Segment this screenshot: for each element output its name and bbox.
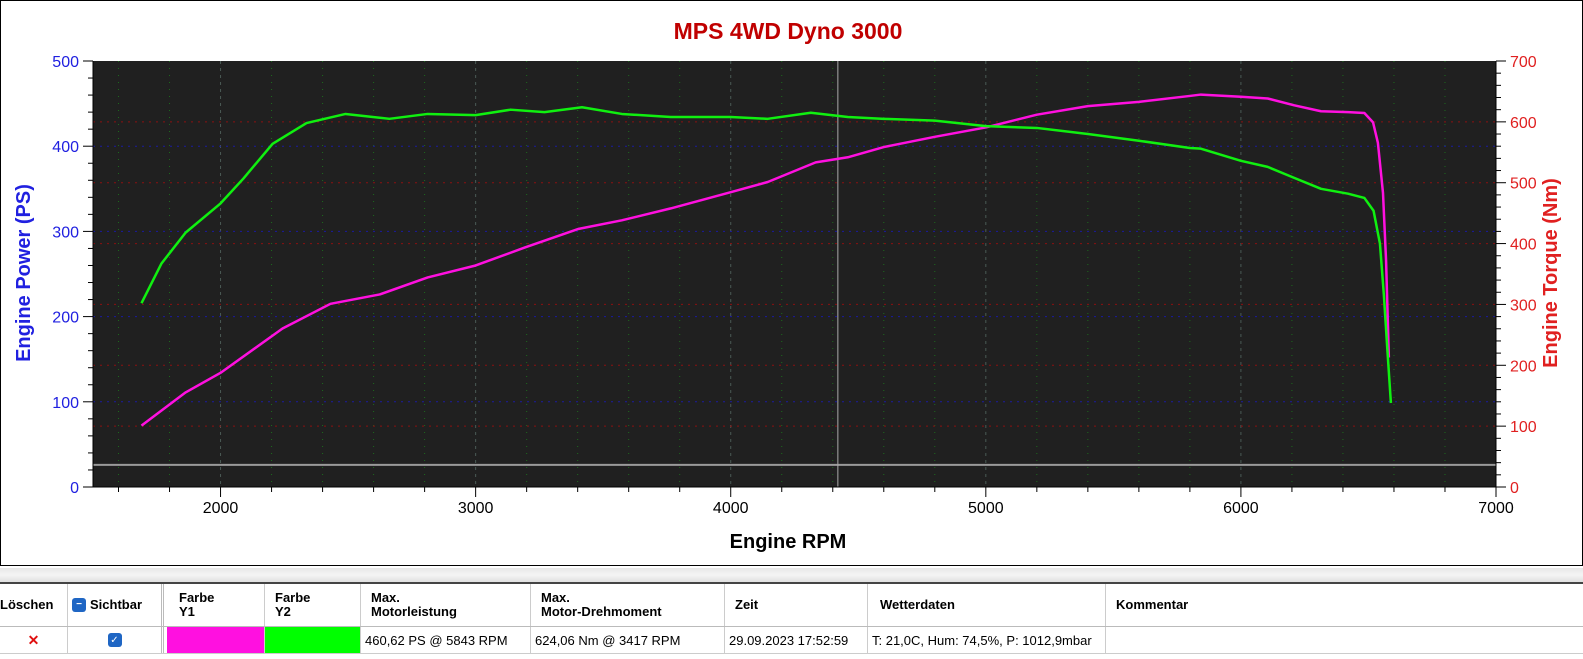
torque-curve — [140, 105, 1393, 404]
y-tick-label: 500 — [52, 54, 79, 71]
runs-table: Löschen − Sichtbar Farbe Y1 Farbe Y2 Max.… — [0, 584, 1583, 659]
y2-axis-title: Engine Torque (Nm) — [1540, 178, 1562, 368]
y-tick-label: 400 — [52, 139, 79, 156]
weather-value: T: 21,0C, Hum: 74,5%, P: 1012,9mbar — [868, 627, 1106, 653]
splitter-handle[interactable] — [0, 568, 1583, 584]
plot-area — [93, 61, 1496, 487]
power-curve — [140, 93, 1391, 427]
y-tick-label: 100 — [52, 395, 79, 412]
y2-tick-label: 0 — [1510, 480, 1519, 497]
y-tick-label: 0 — [70, 480, 79, 497]
time-value: 29.09.2023 17:52:59 — [725, 627, 868, 653]
y2-tick-label: 300 — [1510, 297, 1537, 314]
y2-tick-label: 700 — [1510, 54, 1537, 71]
y2-tick-label: 400 — [1510, 237, 1537, 254]
y2-tick-label: 600 — [1510, 115, 1537, 132]
header-visible-label: Sichtbar — [90, 597, 143, 612]
header-delete: Löschen — [0, 584, 68, 626]
header-weather: Wetterdaten — [868, 584, 1106, 626]
color-y1-swatch[interactable] — [167, 627, 265, 653]
x-axis-title: Engine RPM — [730, 531, 847, 553]
header-max-power: Max. Motorleistung — [361, 584, 531, 626]
chart-title: MPS 4WD Dyno 3000 — [674, 18, 903, 44]
x-tick-label: 6000 — [1223, 500, 1259, 517]
header-color-y1: Farbe Y1 — [167, 584, 265, 626]
max-power-value: 460,62 PS @ 5843 RPM — [361, 627, 531, 653]
x-icon: ✕ — [27, 631, 40, 648]
header-visible[interactable]: − Sichtbar — [68, 584, 164, 626]
x-tick-label: 3000 — [458, 500, 494, 517]
y-axis-title: Engine Power (PS) — [13, 184, 35, 362]
x-tick-label: 7000 — [1478, 500, 1514, 517]
max-torque-value: 624,06 Nm @ 3417 RPM — [531, 627, 725, 653]
color-y1-fill — [167, 627, 264, 653]
y2-tick-label: 500 — [1510, 176, 1537, 193]
y-tick-label: 200 — [52, 310, 79, 327]
delete-button[interactable]: ✕ — [0, 627, 68, 653]
checkbox-checked-icon: ✓ — [107, 633, 122, 647]
header-time: Zeit — [725, 584, 868, 626]
dyno-chart: 0 100 200 300 400 500 0 100 200 300 400 500 600 700 20… — [0, 0, 1583, 566]
x-tick-label: 5000 — [968, 500, 1004, 517]
header-color-y2: Farbe Y2 — [265, 584, 361, 626]
x-tick-label: 2000 — [203, 500, 239, 517]
table-header: Löschen − Sichtbar Farbe Y1 Farbe Y2 Max.… — [0, 584, 1583, 627]
checkbox-partial-icon[interactable]: − — [72, 598, 86, 612]
y2-tick-label: 100 — [1510, 419, 1537, 436]
x-tick-label: 4000 — [713, 500, 749, 517]
header-comment: Kommentar — [1116, 597, 1189, 612]
color-y2-fill — [265, 627, 360, 653]
table-row[interactable]: ✕ ✓ 460,62 PS @ 5843 RPM 624,06 Nm @ 341… — [0, 627, 1583, 654]
chart-svg: 0100200300400500010020030040050060070020… — [13, 18, 1562, 553]
visible-checkbox[interactable]: ✓ — [68, 627, 164, 653]
y2-tick-label: 200 — [1510, 358, 1537, 375]
comment-value[interactable] — [1106, 627, 1583, 653]
header-max-torque: Max. Motor-Drehmoment — [531, 584, 725, 626]
color-y2-swatch[interactable] — [265, 627, 361, 653]
y-tick-label: 300 — [52, 224, 79, 241]
